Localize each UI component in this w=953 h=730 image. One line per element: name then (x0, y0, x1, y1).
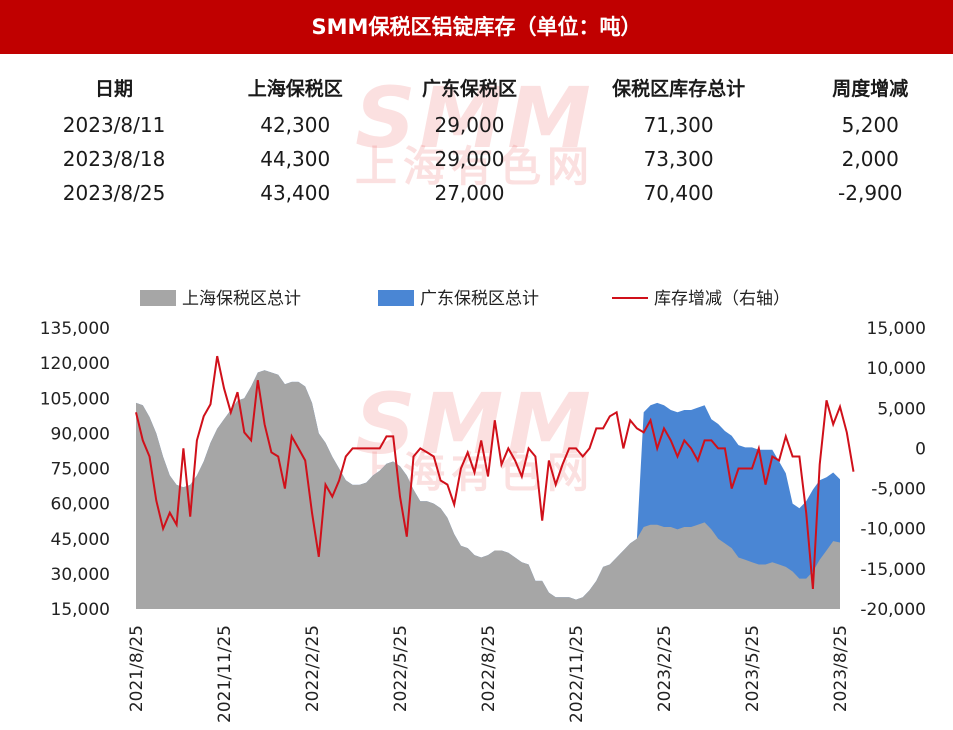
x-tick-label: 2023/2/25 (655, 625, 675, 712)
x-tick-label: 2023/8/25 (831, 625, 851, 712)
x-tick-label: 2021/8/25 (127, 625, 147, 712)
cell-total: 70,400 (643, 181, 714, 205)
x-tick-label: 2022/11/25 (567, 625, 587, 723)
x-axis: 2021/8/25 2021/11/25 2022/2/25 2022/5/25 202… (127, 625, 851, 723)
inventory-chart: 上海保税区总计 广东保税区总计 库存增减（右轴） 15,000 30,000 45,… (40, 289, 926, 723)
legend-change: 库存增减（右轴） (654, 289, 790, 309)
table-header-row: 日期 上海保税区 广东保税区 保税区库存总计 周度增减 (20, 66, 940, 108)
y-axis-right: -20,000 -15,000 -10,000 -5,000 0 5,000 10,000 1… (860, 319, 926, 620)
x-tick-label: 2023/5/25 (743, 625, 763, 712)
header-shanghai: 上海保税区 (247, 77, 343, 100)
cell-change: 2,000 (841, 147, 899, 171)
header-date: 日期 (95, 77, 134, 100)
legend: 上海保税区总计 广东保税区总计 库存增减（右轴） (140, 289, 790, 309)
header-guangdong: 广东保税区 (421, 77, 517, 100)
cell-shanghai: 44,300 (260, 147, 331, 171)
header-weekly-change: 周度增减 (832, 77, 909, 100)
x-tick-label: 2022/5/25 (391, 625, 411, 712)
y-right-tick-label: -20,000 (860, 600, 926, 620)
y-left-tick-label: 135,000 (40, 319, 110, 339)
cell-change: 5,200 (841, 113, 899, 137)
legend-guangdong: 广东保税区总计 (420, 289, 539, 309)
cell-date: 2023/8/11 (62, 113, 166, 137)
cell-shanghai: 42,300 (260, 113, 331, 137)
cell-guangdong: 29,000 (434, 113, 505, 137)
x-tick-label: 2022/2/25 (303, 625, 323, 712)
cell-guangdong: 27,000 (434, 181, 505, 205)
inventory-table: 日期 上海保税区 广东保税区 保税区库存总计 周度增减 2023/8/11 42… (20, 66, 940, 210)
header-total: 保税区库存总计 (612, 77, 746, 100)
y-left-tick-label: 30,000 (51, 565, 110, 585)
legend-shanghai: 上海保税区总计 (182, 289, 301, 309)
y-right-tick-label: -15,000 (860, 560, 926, 580)
cell-shanghai: 43,400 (260, 181, 331, 205)
chart-title: SMM保税区铝锭库存（单位：吨） (0, 0, 953, 54)
cell-date: 2023/8/25 (62, 181, 166, 205)
table-row: 2023/8/18 44,300 29,000 73,300 2,000 (20, 142, 940, 176)
y-right-tick-label: 0 (915, 439, 926, 459)
y-right-tick-label: 10,000 (867, 359, 926, 379)
cell-total: 73,300 (643, 147, 714, 171)
y-left-tick-label: 45,000 (51, 530, 110, 550)
y-right-tick-label: 15,000 (867, 319, 926, 339)
y-right-tick-label: -10,000 (860, 520, 926, 540)
y-left-tick-label: 60,000 (51, 495, 110, 515)
line-weekly-change (135, 355, 855, 589)
y-left-tick-label: 105,000 (40, 389, 110, 409)
table-row: 2023/8/25 43,400 27,000 70,400 -2,900 (20, 176, 940, 210)
area-shanghai-total (136, 370, 840, 609)
cell-total: 71,300 (643, 113, 714, 137)
y-left-tick-label: 120,000 (40, 354, 110, 374)
table-row: 2023/8/11 42,300 29,000 71,300 5,200 (20, 108, 940, 142)
legend-swatch-guangdong (378, 290, 414, 306)
y-right-tick-label: 5,000 (877, 399, 926, 419)
cell-guangdong: 29,000 (434, 147, 505, 171)
y-axis-left: 15,000 30,000 45,000 60,000 75,000 90,000 105,… (40, 319, 110, 620)
y-left-tick-label: 75,000 (51, 460, 110, 480)
y-left-tick-label: 15,000 (51, 600, 110, 620)
x-tick-label: 2021/11/25 (215, 625, 235, 723)
y-left-tick-label: 90,000 (51, 424, 110, 444)
legend-swatch-shanghai (140, 290, 176, 306)
x-tick-label: 2022/8/25 (479, 625, 499, 712)
cell-date: 2023/8/18 (62, 147, 166, 171)
cell-change: -2,900 (838, 181, 903, 205)
y-right-tick-label: -5,000 (871, 480, 926, 500)
